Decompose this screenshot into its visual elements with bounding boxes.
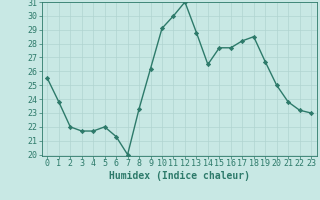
X-axis label: Humidex (Indice chaleur): Humidex (Indice chaleur) [109, 171, 250, 181]
